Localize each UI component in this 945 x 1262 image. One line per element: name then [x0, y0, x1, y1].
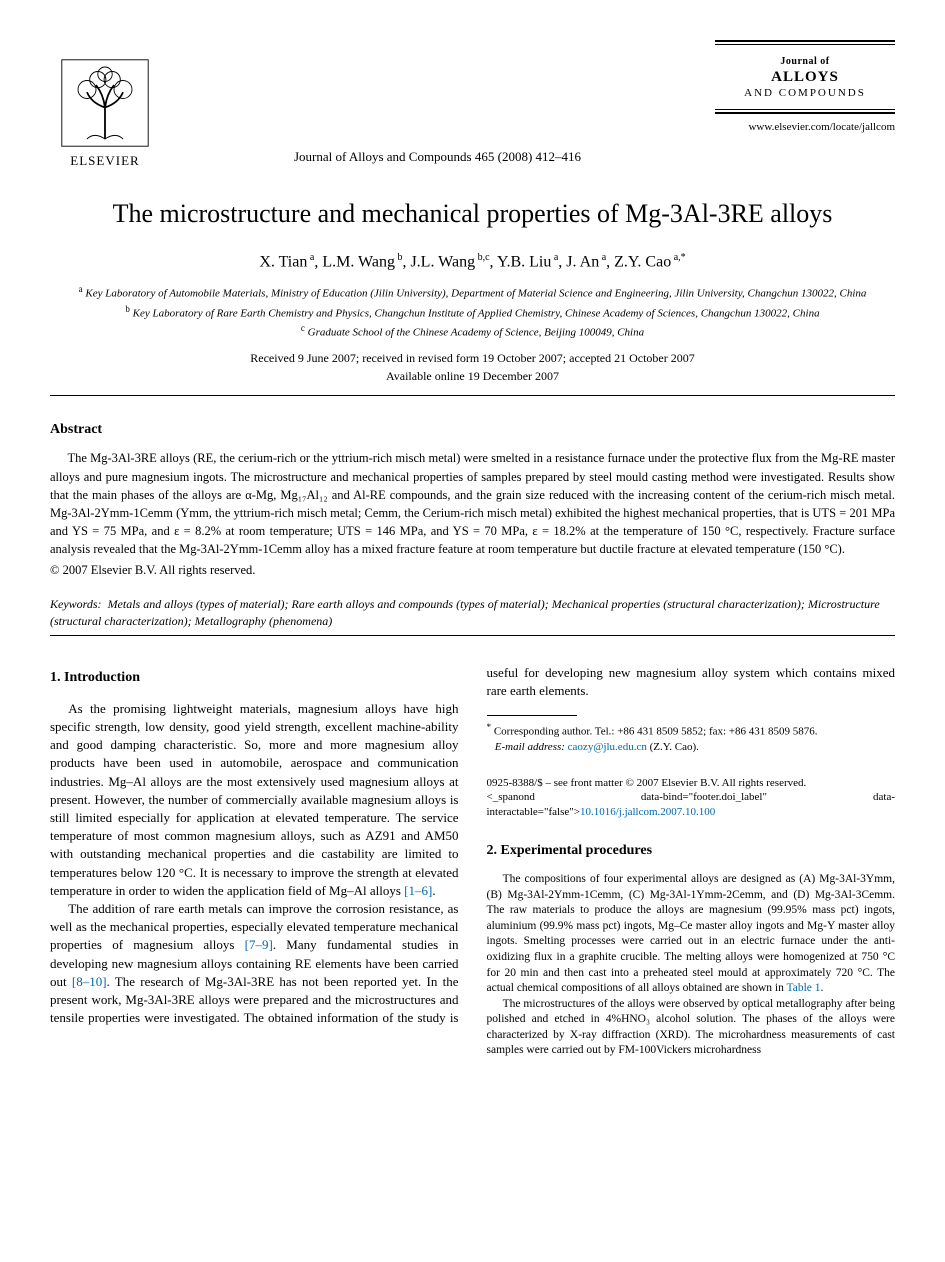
- keywords: Keywords: Metals and alloys (types of ma…: [50, 596, 895, 630]
- elsevier-tree-icon: [60, 58, 150, 148]
- author-list: X. Tian a, L.M. Wang b, J.L. Wang b,c, Y…: [50, 251, 895, 274]
- separator-rule: [50, 635, 895, 636]
- affiliation-a: Key Laboratory of Automobile Materials, …: [85, 288, 866, 300]
- journal-url[interactable]: www.elsevier.com/locate/jallcom: [715, 120, 895, 135]
- affiliations: a Key Laboratory of Automobile Materials…: [50, 283, 895, 340]
- experimental-paragraph-2: The microstructures of the alloys were o…: [487, 997, 896, 1059]
- footnotes: * Corresponding author. Tel.: +86 431 85…: [487, 722, 896, 754]
- abstract-heading: Abstract: [50, 420, 895, 440]
- journal-box-sub: AND COMPOUNDS: [715, 86, 895, 101]
- separator-rule: [50, 395, 895, 396]
- footer-meta: 0925-8388/$ – see front matter © 2007 El…: [487, 776, 896, 819]
- corresponding-author-note: * Corresponding author. Tel.: +86 431 85…: [487, 722, 896, 739]
- keywords-label: Keywords:: [50, 597, 102, 611]
- publisher-block: ELSEVIER: [50, 58, 160, 170]
- body-text: 1. Introduction As the promising lightwe…: [50, 664, 895, 1058]
- journal-box-wrap: Journal of ALLOYS AND COMPOUNDS www.else…: [715, 40, 895, 170]
- rule: [715, 109, 895, 110]
- citation-link[interactable]: [7–9]: [245, 937, 273, 952]
- section-heading-experimental: 2. Experimental procedures: [487, 841, 896, 861]
- article-title: The microstructure and mechanical proper…: [50, 196, 895, 232]
- journal-title-box: Journal of ALLOYS AND COMPOUNDS: [715, 45, 895, 103]
- table-link[interactable]: Table 1: [787, 982, 821, 994]
- doi-line: <_spanond data-bind="footer.doi_label" d…: [487, 790, 896, 819]
- affiliation-c: Graduate School of the Chinese Academy o…: [308, 326, 644, 338]
- doi-link[interactable]: 10.1016/j.jallcom.2007.10.100: [580, 806, 715, 818]
- affiliation-b: Key Laboratory of Rare Earth Chemistry a…: [133, 307, 820, 319]
- received-line: Received 9 June 2007; received in revise…: [50, 349, 895, 367]
- citation-link[interactable]: [1–6]: [404, 883, 432, 898]
- online-line: Available online 19 December 2007: [50, 367, 895, 385]
- rule: [715, 112, 895, 114]
- section-heading-intro: 1. Introduction: [50, 668, 459, 688]
- intro-paragraph-1: As the promising lightweight materials, …: [50, 700, 459, 900]
- journal-box-main: ALLOYS: [715, 69, 895, 86]
- article-dates: Received 9 June 2007; received in revise…: [50, 349, 895, 385]
- rule: [715, 40, 895, 42]
- masthead: ELSEVIER Journal of Alloys and Compounds…: [50, 40, 895, 170]
- abstract-text: The Mg-3Al-3RE alloys (RE, the cerium-ri…: [50, 449, 895, 558]
- footnote-separator: [487, 715, 577, 716]
- keywords-text: Metals and alloys (types of material); R…: [50, 597, 880, 628]
- journal-box-top: Journal of: [715, 55, 895, 69]
- abstract-body: The Mg-3Al-3RE alloys (RE, the cerium-ri…: [50, 449, 895, 558]
- experimental-paragraph-1: The compositions of four experimental al…: [487, 872, 896, 996]
- issn-line: 0925-8388/$ – see front matter © 2007 El…: [487, 776, 896, 790]
- citation-link[interactable]: [8–10]: [72, 974, 107, 989]
- email-line: E-mail address: caozy@jlu.edu.cn (Z.Y. C…: [487, 740, 896, 754]
- journal-citation: Journal of Alloys and Compounds 465 (200…: [160, 148, 715, 170]
- email-link[interactable]: caozy@jlu.edu.cn: [568, 741, 647, 753]
- publisher-name: ELSEVIER: [70, 152, 139, 170]
- abstract-copyright: © 2007 Elsevier B.V. All rights reserved…: [50, 562, 895, 580]
